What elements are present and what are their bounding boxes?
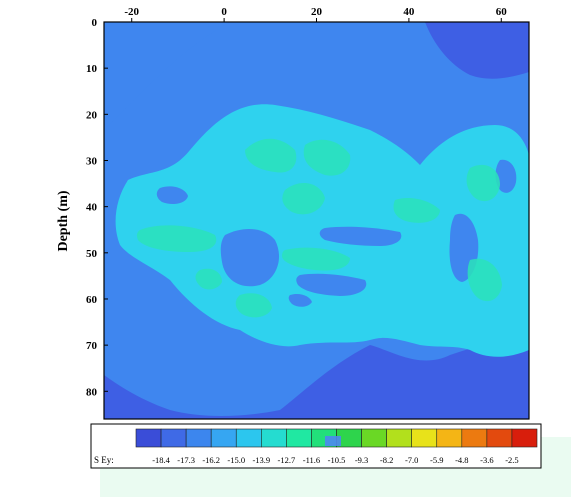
contour-hole (495, 159, 517, 193)
colorbar-tick-label: -15.0 (227, 455, 245, 465)
y-tick-label: 80 (86, 386, 98, 398)
x-tick-label: 20 (311, 6, 323, 18)
y-tick-label: 10 (86, 63, 98, 75)
colorbar-label: S Ey: (94, 455, 114, 465)
contour-level-4 (282, 247, 350, 271)
colorbar-tick-label: -18.4 (152, 455, 170, 465)
y-axis-label: Depth (m) (56, 190, 71, 251)
contour-level-4 (467, 258, 502, 302)
colorbar-tick-label: -12.7 (278, 455, 296, 465)
colorbar-tick-label: -13.9 (252, 455, 270, 465)
contour-level-4 (393, 198, 440, 223)
colorbar-tick-label: -11.6 (303, 455, 320, 465)
colorbar-swatch (436, 428, 463, 448)
contour-hole (288, 293, 312, 307)
colorbar-swatch (486, 428, 513, 448)
y-tick-label: 60 (86, 294, 98, 306)
colorbar-tick-label: -3.6 (480, 455, 493, 465)
colorbar-swatch (461, 428, 488, 448)
y-tick-label: 30 (86, 155, 98, 167)
contour-hole (156, 186, 188, 204)
colorbar-swatch (235, 428, 262, 448)
colorbar-tick-label: -10.5 (328, 455, 346, 465)
x-tick-label: 0 (221, 6, 227, 18)
contour-hole (296, 273, 367, 296)
y-tick-label: 0 (92, 17, 98, 29)
colorbar-swatches (135, 428, 538, 448)
contour-level-4 (235, 293, 272, 318)
contour-hole (220, 228, 280, 287)
contour-level-4 (245, 138, 297, 173)
colorbar-swatch (160, 428, 187, 448)
contour-level-4 (195, 268, 222, 290)
colorbar-swatch (361, 428, 387, 448)
x-axis: -20 0 20 40 60 (124, 6, 507, 22)
y-axis: 0 10 20 30 40 50 60 70 80 (86, 17, 108, 398)
colorbar-tick-label: -9.3 (355, 455, 368, 465)
contour-hole (319, 226, 402, 246)
colorbar-swatch (411, 428, 438, 448)
colorbar-tick-label: -16.2 (202, 455, 220, 465)
colorbar-swatch (286, 428, 312, 448)
y-tick-label: 40 (86, 202, 98, 214)
plot-area (104, 22, 529, 419)
x-tick-label: -20 (124, 6, 139, 18)
colorbar-swatch (210, 428, 237, 448)
colorbar-marker (325, 436, 341, 446)
x-tick-label: 60 (496, 6, 508, 18)
colorbar-tick-label: -5.9 (430, 455, 443, 465)
colorbar-swatch (511, 428, 538, 448)
contour-level-4 (136, 225, 217, 252)
colorbar-swatch (261, 428, 287, 448)
y-tick-label: 50 (86, 248, 98, 260)
y-tick-label: 20 (86, 109, 98, 121)
colorbar-swatch (185, 428, 212, 448)
y-tick-label: 70 (86, 340, 98, 352)
colorbar-tick-label: -7.0 (405, 455, 418, 465)
contour-level-2b (104, 22, 230, 130)
colorbar-swatch (135, 428, 162, 448)
colorbar-tick-label: -2.5 (505, 455, 518, 465)
colorbar: S Ey: -18.4 -17.3 -16.2 -15.0 -13.9 -12.7 -11.… (90, 423, 542, 469)
colorbar-tick-label: -4.8 (455, 455, 468, 465)
colorbar-tick-label: -17.3 (177, 455, 195, 465)
colorbar-swatch (386, 428, 412, 448)
colorbar-tick-label: -8.2 (380, 455, 393, 465)
contour-level-4 (303, 139, 351, 176)
colorbar-tick-labels: -18.4 -17.3 -16.2 -15.0 -13.9 -12.7 -11.6 -10.5… (152, 455, 518, 465)
contour-level-4 (282, 183, 325, 215)
contour-level-4 (466, 164, 500, 202)
x-tick-label: 40 (403, 6, 415, 18)
